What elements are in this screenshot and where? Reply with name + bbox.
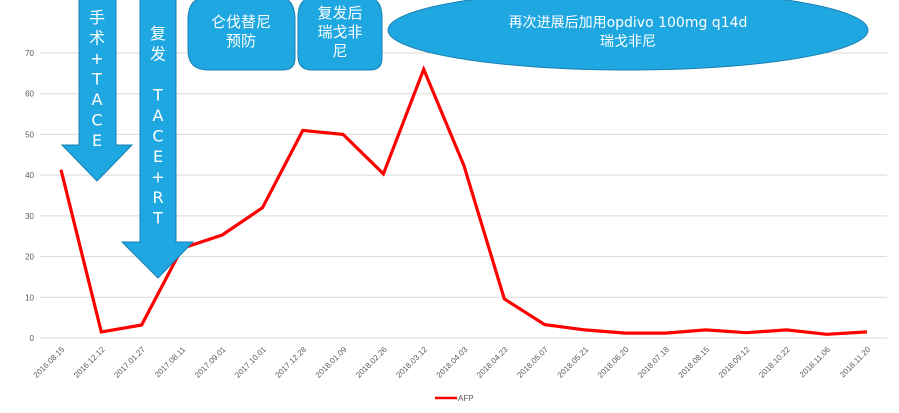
annotation-text: 瑞戈非尼 (600, 34, 656, 50)
chart-legend: AFP (435, 394, 474, 403)
x-axis-tick-labels: 2016.08.15 2016.12.12 2017.01.27 2017.08.11… (32, 345, 873, 380)
x-tick-label: 2018.11.20 (838, 345, 873, 380)
x-tick-label: 2018.04.03 (435, 345, 470, 380)
x-tick-label: 2016.12.12 (72, 345, 107, 380)
y-tick-label: 10 (25, 293, 34, 302)
x-tick-label: 2018.10.22 (757, 345, 792, 380)
y-tick-label: 0 (30, 334, 35, 343)
y-tick-label: 70 (25, 49, 34, 58)
y-tick-label: 40 (25, 171, 34, 180)
x-tick-label: 2018.11.06 (798, 345, 833, 380)
x-tick-label: 2017.01.27 (112, 345, 147, 380)
annotation-text: T (152, 209, 163, 228)
x-tick-label: 2017.09.01 (193, 345, 228, 380)
x-tick-label: 2018.09.12 (717, 345, 752, 380)
annotation-text: 再次进展后加用opdivo 100mg q14d (509, 15, 748, 31)
x-tick-label: 2018.05.07 (515, 345, 550, 380)
annotation-text: 复发后 (317, 4, 362, 22)
x-tick-label: 2017.10.01 (233, 345, 268, 380)
x-tick-label: 2018.02.26 (354, 345, 389, 380)
x-tick-label: 2017.12.28 (274, 345, 309, 380)
annotation-text: 复 (150, 24, 166, 43)
annotation-text: T (152, 86, 163, 105)
x-tick-label: 2018.04.23 (475, 345, 510, 380)
annotation-text: 发 (150, 45, 166, 64)
y-tick-label: 30 (25, 212, 34, 221)
x-tick-label: 2018.08.15 (677, 345, 712, 380)
gridlines (40, 52, 887, 339)
annotation-text: A (153, 106, 164, 125)
annotation-text: + (90, 49, 103, 68)
annotation-text: R (152, 188, 163, 207)
y-tick-label: 50 (25, 130, 34, 139)
x-tick-label: 2018.07.18 (636, 345, 671, 380)
annotation-text: 仑伐替尼 (211, 13, 271, 31)
x-tick-label: 2017.08.11 (153, 345, 188, 380)
annotation-text: 术 (89, 29, 105, 48)
x-tick-label: 2018.01.09 (314, 345, 349, 380)
y-tick-label: 60 (25, 90, 34, 99)
annotation-text: 手 (89, 8, 105, 27)
annotation-text: E (153, 147, 163, 166)
x-tick-label: 2016.08.15 (32, 345, 67, 380)
annotation-text: T (91, 70, 102, 89)
annotation-text: A (92, 90, 103, 109)
annotation-ellipse-opdivo: 再次进展后加用opdivo 100mg q14d 瑞戈非尼 (387, 0, 869, 71)
annotation-text: + (151, 168, 164, 187)
annotation-text: C (91, 111, 102, 130)
legend-afp-label: AFP (458, 394, 474, 403)
y-tick-label: 20 (25, 253, 34, 262)
annotation-text: 预防 (226, 32, 256, 50)
annotation-text: 瑞戈非 (317, 23, 362, 41)
annotation-text: E (92, 131, 102, 150)
x-tick-label: 2018.03.12 (394, 345, 429, 380)
annotation-text: 尼 (332, 42, 347, 60)
afp-series-line (59, 65, 868, 336)
x-tick-label: 2018.06.20 (596, 345, 631, 380)
annotation-text: C (152, 127, 163, 146)
y-axis-tick-labels: 0 10 20 30 40 50 60 70 (25, 49, 34, 343)
x-tick-label: 2018.05.21 (556, 345, 591, 380)
